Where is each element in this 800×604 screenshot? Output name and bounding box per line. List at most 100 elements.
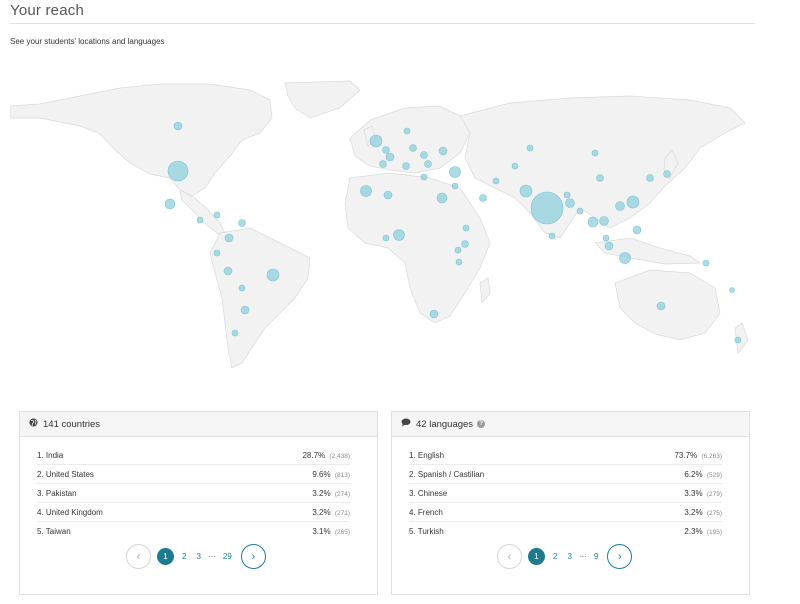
list-item-value: 9.6% (813) <box>312 469 350 479</box>
prev-page-button[interactable]: ‹ <box>126 544 151 569</box>
bubble-ecuador <box>213 249 221 257</box>
bubble-ghana <box>382 234 390 242</box>
countries-heading: 141 countries <box>43 418 101 430</box>
list-item: 4. United Kingdom 3.2% (271) <box>37 503 350 522</box>
languages-pagination: ‹ 1 2 3 ··· 9 › <box>497 543 633 570</box>
bubble-hong-kong <box>615 201 625 211</box>
list-item: 5. Turkish 2.3% (195) <box>409 522 722 540</box>
prev-page-button[interactable]: ‹ <box>497 544 522 569</box>
list-item-label: 5. Turkish <box>409 526 444 536</box>
bubble-guatemala <box>196 216 204 224</box>
greenland-landmass <box>284 80 361 119</box>
bubble-mexico <box>164 198 176 210</box>
list-item-label: 3. Chinese <box>409 488 448 498</box>
bubble-netherlands <box>382 146 390 154</box>
bubble-malaysia <box>604 241 614 251</box>
page-3-button[interactable]: 3 <box>567 552 572 561</box>
list-item: 2. Spanish / Castilian 6.2% (529) <box>409 465 722 484</box>
languages-panel: 42 languages ? 1. English 73.7% (6,263) 2… <box>391 411 750 595</box>
bubble-vietnam <box>599 216 609 226</box>
europe-landmass <box>349 105 471 174</box>
list-item: 2. United States 9.6% (813) <box>37 465 350 484</box>
south-america-landmass <box>209 227 311 369</box>
languages-list: 1. English 73.7% (6,263) 2. Spanish / Cas… <box>409 446 722 540</box>
list-item-label: 4. United Kingdom <box>37 507 103 517</box>
countries-pagination: ‹ 1 2 3 ··· 29 › <box>126 543 266 570</box>
countries-panel: 141 countries 1. India 28.7% (2,438) 2. U… <box>19 411 378 595</box>
bubble-united-states <box>167 160 189 182</box>
world-map[interactable] <box>10 78 756 378</box>
list-item-label: 1. India <box>37 450 64 460</box>
bubble-south-africa <box>429 309 439 319</box>
bubble-ukraine <box>420 151 428 159</box>
page-1-button[interactable]: 1 <box>528 548 545 565</box>
list-item: 1. India 28.7% (2,438) <box>37 446 350 465</box>
australia-landmass <box>614 269 721 341</box>
list-item-label: 4. French <box>409 507 443 517</box>
last-page-button[interactable]: 29 <box>222 552 232 561</box>
bubble-poland <box>409 144 417 152</box>
new-zealand-landmass <box>734 322 749 354</box>
bubble-new-zealand <box>734 336 742 344</box>
languages-panel-header: 42 languages ? <box>392 412 749 437</box>
bubble-canada <box>173 121 183 131</box>
bubble-japan <box>663 170 671 178</box>
bubble-germany <box>385 152 395 162</box>
list-item-value: 73.7% (6,263) <box>674 450 722 460</box>
bubble-sweden <box>403 127 411 135</box>
bubble-pakistan <box>519 184 533 198</box>
bubble-uzbekistan <box>511 162 519 170</box>
list-item-label: 3. Pakistan <box>37 488 77 498</box>
bubble-morocco <box>383 190 393 200</box>
bubble-indonesia <box>619 252 631 264</box>
page-2-button[interactable]: 2 <box>182 552 187 561</box>
globe-icon <box>29 418 38 430</box>
page-1-button[interactable]: 1 <box>157 548 174 565</box>
bubble-thailand <box>587 216 599 228</box>
page-3-button[interactable]: 3 <box>196 552 201 561</box>
next-page-button[interactable]: › <box>240 544 266 569</box>
list-item-label: 5. Taiwan <box>37 526 71 536</box>
bubble-korea <box>646 174 654 182</box>
bubble-saudi-arabia <box>479 194 487 202</box>
list-item-value: 3.3% (279) <box>684 488 722 498</box>
bubble-fiji <box>729 287 735 293</box>
page-2-button[interactable]: 2 <box>553 552 558 561</box>
bubble-uganda <box>454 246 462 254</box>
bubble-myanmar <box>576 207 584 215</box>
countries-panel-header: 141 countries <box>20 412 377 437</box>
bubble-chile <box>231 329 239 337</box>
asia-landmass <box>459 95 746 239</box>
bubble-nigeria <box>393 229 405 241</box>
list-item-value: 3.1% (265) <box>312 526 350 536</box>
list-item: 4. French 3.2% (275) <box>409 503 722 522</box>
bubble-tanzania <box>455 258 463 266</box>
last-page-button[interactable]: 9 <box>593 552 599 561</box>
help-icon[interactable]: ? <box>477 420 486 428</box>
bubble-israel <box>451 182 459 190</box>
north-america-landmass <box>10 83 273 197</box>
bubble-singapore <box>602 234 610 242</box>
bubble-greece <box>420 173 428 181</box>
bubble-united-kingdom <box>369 134 383 148</box>
list-item-value: 3.2% (275) <box>684 507 722 517</box>
bubble-kenya <box>461 240 469 248</box>
bubble-france <box>379 160 387 168</box>
pagination-ellipsis: ··· <box>578 552 587 561</box>
bubble-argentina <box>240 305 250 315</box>
list-item-value: 3.2% (271) <box>312 507 350 517</box>
list-item-label: 2. Spanish / Castilian <box>409 469 485 479</box>
bubble-brazil <box>266 268 280 282</box>
bubble-sri-lanka <box>548 232 556 240</box>
list-item-label: 1. English <box>409 450 445 460</box>
list-item: 1. English 73.7% (6,263) <box>409 446 722 465</box>
madagascar-landmass <box>479 277 491 304</box>
bubble-cuba <box>213 211 221 219</box>
bubble-colombia <box>224 233 234 243</box>
next-page-button[interactable]: › <box>607 544 633 569</box>
languages-heading: 42 languages <box>416 418 474 430</box>
chat-bubble-icon <box>401 418 411 430</box>
indonesia-landmass <box>594 237 702 265</box>
bubble-bangladesh <box>565 198 575 208</box>
bubble-venezuela <box>238 219 246 227</box>
